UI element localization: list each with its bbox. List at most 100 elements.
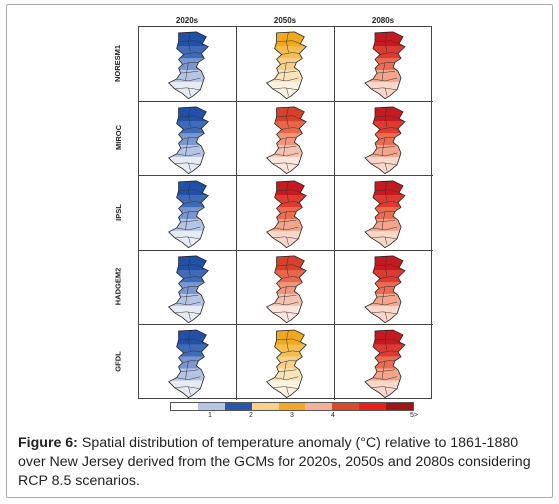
county-boundary: [381, 62, 386, 81]
county-boundary: [188, 255, 191, 277]
state-outline: [364, 106, 406, 174]
temperature-band: [168, 58, 209, 71]
county-boundary: [278, 369, 297, 373]
county-boundary: [174, 386, 201, 390]
county-boundary: [183, 126, 202, 130]
county-boundary: [188, 162, 191, 171]
county-boundary: [286, 330, 289, 352]
county-boundary: [176, 77, 201, 82]
legend-swatch-1: [171, 403, 198, 410]
county-boundary: [174, 87, 201, 91]
legend-swatch-9: [386, 403, 414, 410]
county-boundary: [376, 70, 396, 74]
county-boundary: [272, 236, 299, 240]
legend-tick-1: 1: [208, 412, 212, 419]
temperature-band: [365, 46, 405, 59]
county-boundary: [274, 77, 299, 82]
county-boundary: [178, 40, 203, 44]
temperature-band: [168, 270, 209, 283]
county-boundary: [176, 226, 201, 231]
temperature-band: [168, 132, 209, 145]
temperature-band: [365, 144, 405, 157]
state-outline: [168, 180, 209, 249]
county-boundary: [376, 220, 396, 223]
temperature-band: [168, 345, 209, 358]
county-boundary: [185, 361, 189, 381]
county-boundary: [280, 360, 297, 364]
map-cell-noresm1-2020s: [139, 27, 237, 102]
temperature-band: [168, 369, 209, 382]
county-boundary: [180, 220, 199, 223]
county-boundary: [278, 220, 297, 223]
county-boundary: [180, 369, 199, 373]
county-boundary: [188, 106, 191, 128]
temperature-band: [168, 207, 209, 220]
county-boundary: [182, 360, 199, 364]
map-cell-miroc-2080s: [335, 102, 433, 177]
county-boundary: [280, 62, 297, 65]
county-boundary: [182, 285, 199, 289]
county-boundary: [272, 162, 299, 165]
legend-tick-4: 4: [331, 412, 335, 419]
county-boundary: [372, 226, 398, 231]
legend-ticks: 1 2 3 4 5>: [170, 412, 418, 422]
county-boundary: [178, 264, 203, 268]
county-boundary: [182, 211, 199, 214]
county-boundary: [384, 330, 388, 352]
temperature-band: [266, 132, 307, 145]
temperature-band: [168, 121, 209, 133]
temperature-band: [168, 106, 209, 122]
new-jersey-map: [266, 255, 307, 323]
state-outline: [364, 329, 406, 399]
state-outline: [266, 255, 307, 323]
temperature-band: [266, 207, 307, 220]
county-boundary: [274, 376, 299, 381]
county-boundary: [374, 264, 400, 268]
county-boundary: [180, 294, 199, 298]
map-cell-ipsl-2080s: [335, 176, 433, 251]
temperature-band: [168, 46, 209, 59]
new-jersey-map: [168, 180, 209, 249]
legend-swatch-5: [278, 403, 306, 410]
county-boundary: [286, 386, 289, 396]
county-boundary: [372, 77, 398, 82]
county-boundary: [274, 301, 299, 306]
county-boundary: [280, 211, 297, 214]
county-boundary: [281, 52, 300, 55]
temperature-band: [266, 219, 307, 232]
county-boundary: [286, 87, 289, 96]
temperature-band: [365, 270, 405, 283]
county-boundary: [188, 236, 191, 245]
county-boundary: [384, 181, 388, 202]
column-header-1: 2020s: [175, 16, 199, 25]
new-jersey-map: [266, 106, 307, 174]
county-boundary: [188, 386, 191, 396]
county-boundary: [370, 386, 398, 390]
county-boundary: [183, 201, 202, 204]
temperature-band: [266, 369, 307, 382]
county-boundary: [384, 87, 388, 96]
map-cell-ipsl-2050s: [237, 176, 335, 251]
temperature-band: [365, 195, 405, 208]
county-boundary: [384, 236, 388, 245]
temperature-band: [266, 31, 307, 47]
county-boundary: [286, 255, 289, 277]
county-boundary: [384, 31, 388, 53]
temperature-band: [266, 58, 307, 71]
county-boundary: [374, 339, 400, 343]
map-cell-gfdl-2050s: [237, 325, 335, 400]
temperature-band: [365, 282, 405, 294]
county-boundary: [372, 301, 398, 306]
county-boundary: [372, 152, 398, 156]
county-boundary: [370, 311, 398, 314]
temperature-band: [168, 31, 209, 47]
county-boundary: [381, 286, 386, 305]
county-boundary: [174, 311, 201, 314]
county-boundary: [188, 181, 191, 202]
temperature-band: [365, 70, 405, 82]
legend-swatch-7: [332, 403, 360, 410]
temperature-band: [365, 121, 405, 133]
figure-caption: Figure 6: Spatial distribution of temper…: [18, 434, 543, 491]
county-boundary: [178, 115, 203, 119]
county-boundary: [278, 70, 297, 74]
